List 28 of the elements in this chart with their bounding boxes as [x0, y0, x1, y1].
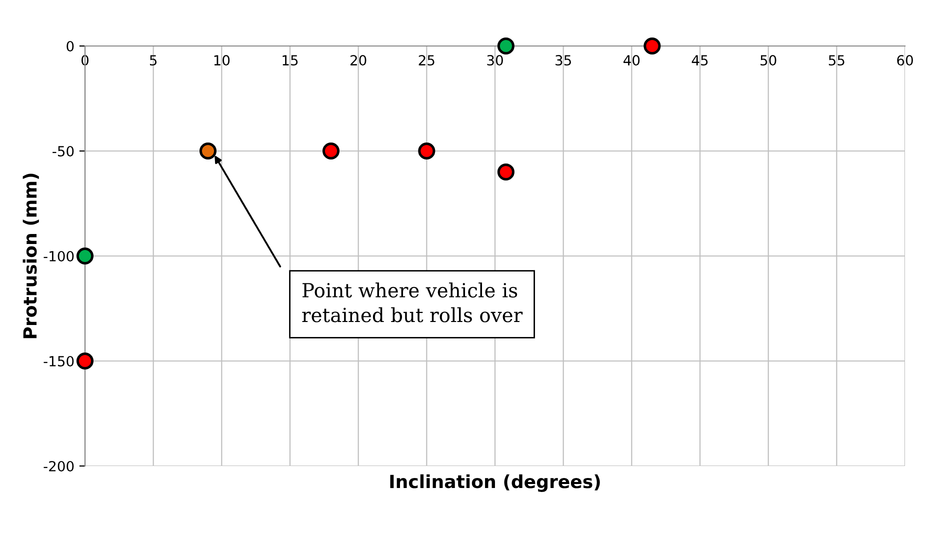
- x-tick-label: 30: [487, 55, 503, 66]
- x-tick-label: 10: [214, 55, 230, 66]
- x-tick-label: 5: [150, 55, 157, 66]
- point: [497, 163, 514, 181]
- point: [418, 142, 436, 160]
- x-tick-label: 50: [760, 55, 776, 66]
- point: [76, 247, 94, 265]
- x-tick-label: 35: [556, 55, 571, 66]
- point: [76, 352, 94, 370]
- y-tick-label: 0: [66, 40, 74, 52]
- y-tick-label: -50: [52, 146, 74, 156]
- x-tick-label: 20: [350, 55, 366, 66]
- point: [199, 142, 217, 160]
- point: [644, 37, 661, 55]
- y-tick-label: -100: [44, 250, 74, 262]
- x-tick-label: 25: [418, 55, 434, 66]
- point: [497, 37, 514, 55]
- point: [322, 142, 340, 160]
- x-tick-label: 60: [897, 55, 913, 66]
- y-tick-label: -150: [44, 356, 74, 366]
- annotation: Point where vehicle is retained but rolls over: [302, 282, 523, 322]
- y-axis-title: Protrusion (mm): [22, 174, 39, 338]
- x-axis-title: Inclination (degrees): [390, 474, 600, 492]
- x-tick-label: 55: [828, 55, 844, 66]
- x-tick-label: 45: [692, 55, 708, 66]
- x-tick-label: 15: [282, 55, 298, 66]
- x-tick-label: 40: [624, 55, 640, 66]
- y-tick-label: -200: [44, 460, 74, 472]
